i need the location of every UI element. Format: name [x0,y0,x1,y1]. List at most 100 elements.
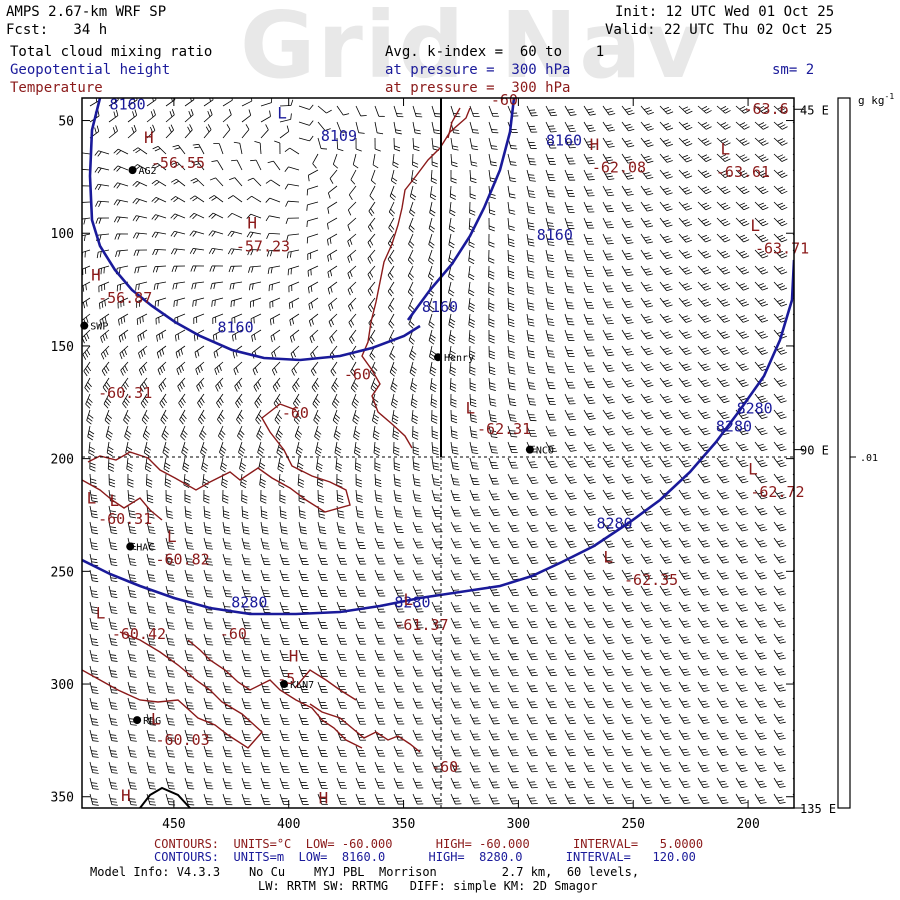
wind-barb [448,281,455,297]
wind-barb [336,553,348,565]
wind-barb [284,147,300,155]
wind-barb [640,169,654,180]
wind-barb [792,137,794,140]
wind-barb [659,505,673,516]
wind-barb [133,249,148,256]
wind-barb [428,329,436,345]
wind-barb [678,761,691,772]
wind-barb [89,489,98,503]
wind-barb [583,489,596,500]
wind-barb [488,265,495,280]
wind-barb [640,633,653,644]
wind-barb [279,537,289,550]
wind-barb [132,215,148,222]
wind-barb [89,745,99,758]
wind-barb [172,281,186,290]
wind-barb [448,217,456,233]
wind-barb [260,665,271,678]
wind-barb [146,601,156,614]
wind-barb [393,521,404,533]
wind-barb [175,345,186,359]
wind-barb [735,153,750,162]
wind-barb [602,377,615,388]
wind-barb [735,441,749,452]
wind-barb [298,553,309,565]
wind-barb [640,185,654,196]
wind-barb [469,489,481,501]
wind-barb [294,425,303,441]
wind-barb [368,201,376,217]
wind-barb [309,329,319,344]
wind-barb [754,457,768,468]
wind-barb [165,109,175,123]
wind-barb [773,777,786,788]
wind-barb [754,553,768,564]
wind-barb [488,393,497,407]
wind-barb [621,777,634,789]
wind-barb [246,231,262,238]
wind-barb [792,569,794,573]
temperature-contour [309,703,421,753]
wind-barb [754,617,767,628]
wind-barb [507,313,515,328]
wind-barb [792,409,794,412]
wind-barb [247,249,262,256]
wind-barb [621,505,634,516]
temperature-label: -60.31 [98,510,152,528]
wind-barb [374,473,382,488]
wind-barb [792,169,794,172]
wind-barb [640,265,653,276]
wind-barb [316,457,323,473]
wind-barb [82,345,91,360]
wind-barb [374,121,384,135]
wind-barb [545,265,555,279]
wind-barb [583,185,595,197]
wind-barb [174,329,186,342]
wind-barb [450,137,459,151]
wind-barb [545,617,558,629]
wind-barb [308,281,319,294]
wind-barb [621,249,634,260]
wind-barb [136,313,148,325]
wind-barb [335,457,343,473]
wind-barb [222,124,231,139]
temperature-contour [187,639,363,749]
wind-barb [678,185,693,195]
wind-barb [469,761,481,773]
wind-barb [355,505,364,519]
wind-barb [583,457,596,468]
wind-barb [507,393,517,407]
wind-barb [431,665,443,677]
footer-physics: LW: RRTM SW: RRTMG DIFF: simple KM: 2D S… [258,879,598,893]
wind-barb [735,185,750,195]
wind-barb [450,505,462,517]
wind-barb [311,377,320,393]
wind-barb [374,489,383,503]
wind-barb [88,441,95,457]
wind-barb [146,489,154,504]
wind-barb [285,200,300,207]
wind-barb [298,537,309,550]
wind-barb [564,617,577,629]
station-label: HAC [136,543,154,554]
wind-barb [267,160,281,171]
wind-barb [564,393,576,405]
wind-barb [146,729,156,742]
wind-barb [231,313,243,325]
wind-barb [754,681,767,692]
wind-barb [488,153,498,167]
wind-barb [170,230,186,238]
wind-barb [108,697,118,710]
wind-barb [564,457,577,468]
wind-barb [132,147,148,155]
extremum-marker: L [110,491,120,510]
wind-barb [82,249,91,259]
wind-barb [773,473,787,484]
wind-barb [545,313,555,326]
wind-barb [659,745,672,756]
wind-barb [393,505,403,518]
wind-barb [108,585,118,598]
wind-barb [583,393,596,405]
wind-barb [735,361,749,371]
wind-barb [152,162,167,171]
